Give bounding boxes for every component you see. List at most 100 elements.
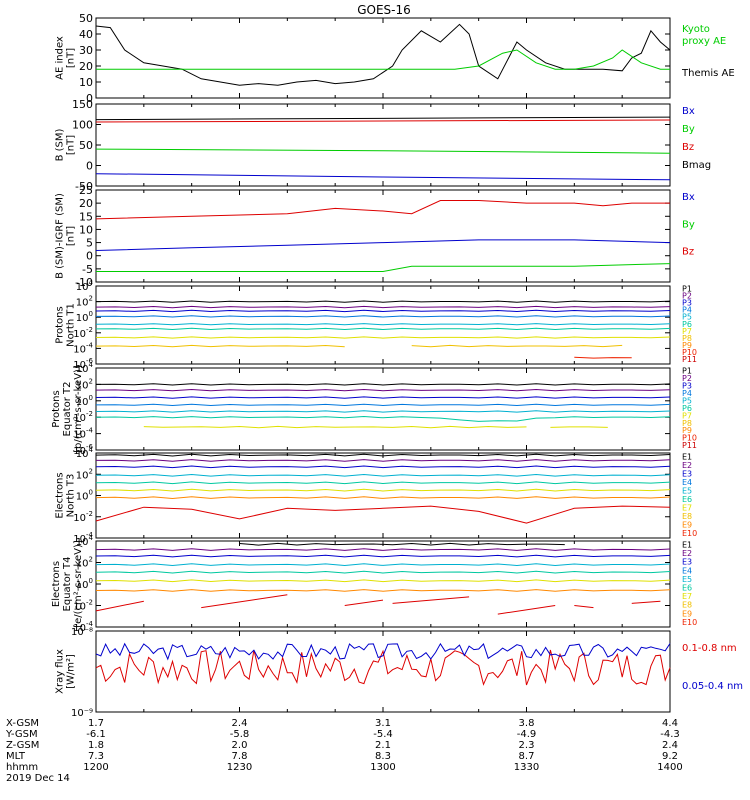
series-line <box>95 336 671 339</box>
y-tick-exponent: -2 <box>86 510 93 518</box>
series-line <box>95 305 671 309</box>
y-axis-label: [nT] <box>66 135 77 155</box>
y-axis-label: [nT] <box>66 48 77 68</box>
row-value: 8.7 <box>519 751 535 762</box>
series-line <box>95 173 671 181</box>
y-tick-label: 10⁻⁸ <box>71 627 93 638</box>
legend-label: P4 <box>682 306 692 315</box>
series-segment <box>95 600 144 612</box>
series-segment <box>574 605 594 609</box>
series-line <box>95 563 671 567</box>
row-value: 1230 <box>227 762 252 773</box>
row-value: -4.3 <box>660 729 680 740</box>
y-axis-label: Xray flux <box>55 649 66 694</box>
row-value: 2.4 <box>662 740 678 751</box>
y-axis-label: North T1 <box>66 303 77 347</box>
y-tick-exponent: -6 <box>86 443 94 451</box>
series-line <box>95 309 671 313</box>
panel-b_sm: -50 0 50 100 150 B (SM) [nT] Bx By Bz Bmag <box>55 98 712 193</box>
series-line <box>96 263 671 272</box>
row-value: 1300 <box>370 762 395 773</box>
legend-label: E5 <box>682 486 692 495</box>
panel-xray: 10⁻⁸ 10⁻⁹ Xray flux [W/m²] 0.1-0.8 nm 0.05-0.… <box>55 627 744 719</box>
row-value: 2.4 <box>232 718 248 729</box>
legend-label: E10 <box>682 529 697 538</box>
legend-label: P2 <box>682 374 692 383</box>
y-tick-label: -5 <box>82 263 93 276</box>
y-tick-exponent: 0 <box>89 394 93 402</box>
y-tick-exponent: 2 <box>89 295 93 303</box>
y-tick-exponent: -2 <box>86 326 93 334</box>
legend-label: E4 <box>682 566 692 575</box>
legend-label: Bmag <box>682 160 711 171</box>
series-line <box>95 410 671 413</box>
y-axis-label: Protons <box>51 390 62 427</box>
legend-label: E9 <box>682 520 692 529</box>
series-segment <box>392 596 470 604</box>
series-line <box>95 396 671 399</box>
row-value: 1.7 <box>88 718 104 729</box>
legend-label: E5 <box>682 575 692 584</box>
legend-label: By <box>682 124 695 135</box>
legend-label: P10 <box>682 348 697 357</box>
row-value: 2.1 <box>375 740 391 751</box>
legend-label: 0.05-0.4 nm <box>682 681 743 692</box>
y-axis-label: B (SM)-IGRF (SM) <box>55 193 66 279</box>
row-label: Y-GSM <box>5 729 38 740</box>
series-line <box>95 496 671 500</box>
y-axis-label: [W/m²] <box>66 654 77 689</box>
series-line <box>95 300 671 303</box>
y-tick-exponent: -2 <box>86 599 93 607</box>
series-segment <box>497 605 556 615</box>
series-line <box>95 327 671 331</box>
row-value: 8.3 <box>375 751 391 762</box>
legend-label: P7 <box>682 411 692 420</box>
y-tick-label: 30 <box>79 44 93 57</box>
row-value: 7.3 <box>88 751 104 762</box>
y-axis-label: AE index <box>55 36 66 80</box>
date-label: 2019 Dec 14 <box>6 773 70 784</box>
y-axis-label: [e/(cm²-s-sr-keV)] <box>73 540 84 628</box>
row-value: -5.8 <box>230 729 250 740</box>
y-tick-label: 100 <box>76 489 93 503</box>
series-line <box>95 579 671 583</box>
row-value: 1400 <box>657 762 682 773</box>
y-tick-label: 0 <box>86 250 93 263</box>
panel-frame <box>95 367 671 451</box>
y-tick-label: 104 <box>76 446 94 460</box>
legend-label: P11 <box>682 355 697 364</box>
series-line <box>95 119 671 123</box>
legend-label: E1 <box>682 540 692 549</box>
series-line <box>95 415 671 422</box>
y-tick-exponent: -4 <box>86 427 94 435</box>
legend-label: E3 <box>682 469 692 478</box>
series-line <box>574 356 632 359</box>
panel-frame <box>95 17 671 99</box>
row-label: MLT <box>6 751 26 762</box>
y-tick-label: 50 <box>79 12 93 25</box>
legend-label: E6 <box>682 495 692 504</box>
y-axis-label: [nT] <box>66 226 77 246</box>
legend-label: E7 <box>682 592 692 601</box>
time-axis: X-GSM 1.7 2.4 3.1 3.8 4.4 Y-GSM -6.1 -5.8 -5.4 -4.… <box>5 718 683 784</box>
row-value: 3.1 <box>375 718 391 729</box>
series-line <box>95 488 671 492</box>
series-line <box>95 344 345 348</box>
series-line <box>95 548 671 551</box>
row-label: Z-GSM <box>6 740 39 751</box>
series-segment <box>201 594 288 609</box>
plot-title: GOES-16 <box>357 3 411 17</box>
y-axis-label: North T3 <box>66 474 77 518</box>
y-tick-label: 40 <box>79 28 93 41</box>
y-tick-exponent: 0 <box>89 489 93 497</box>
legend-label: P10 <box>682 434 697 443</box>
y-tick-label: 150 <box>72 98 93 111</box>
series-line <box>95 403 671 407</box>
series-line <box>96 49 670 70</box>
legend-label: P3 <box>682 382 692 391</box>
y-tick-label: 102 <box>76 295 93 309</box>
